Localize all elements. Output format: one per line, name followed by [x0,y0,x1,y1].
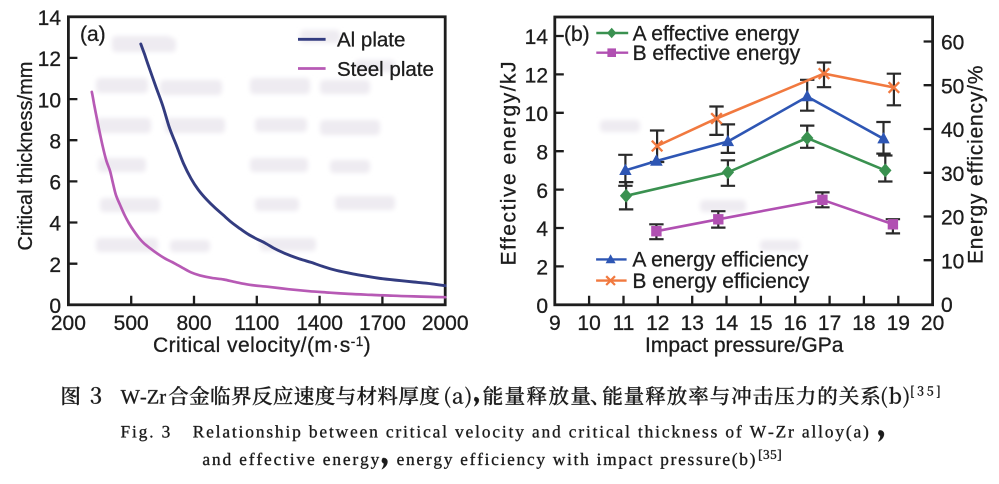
svg-text:6: 6 [536,180,548,203]
svg-text:2: 2 [49,254,61,277]
svg-text:10: 10 [525,103,548,126]
svg-text:14: 14 [525,26,549,49]
svg-text:9: 9 [549,312,561,335]
svg-text:12: 12 [646,312,669,335]
svg-text:30: 30 [941,163,964,186]
svg-text:Effective energy/kJ: Effective energy/kJ [498,60,521,266]
svg-text:2: 2 [536,257,548,280]
svg-text:0: 0 [941,294,953,317]
svg-text:B energy efficiency: B energy efficiency [632,270,810,293]
svg-text:40: 40 [941,119,964,142]
svg-text:1100: 1100 [234,312,279,335]
svg-text:14: 14 [38,7,62,30]
svg-text:0: 0 [49,295,61,318]
svg-text:60: 60 [941,32,964,55]
svg-text:8: 8 [536,141,548,164]
svg-text:0: 0 [536,295,548,318]
svg-text:12: 12 [38,48,61,71]
svg-text:1700: 1700 [359,312,406,335]
svg-text:2000: 2000 [422,312,469,335]
svg-text:Energy efficiency/%: Energy efficiency/% [965,65,988,264]
svg-text:11: 11 [613,312,635,335]
svg-text:12: 12 [525,65,548,88]
svg-text:18: 18 [852,312,875,335]
svg-text:A energy efficiency: A energy efficiency [632,249,808,272]
svg-text:Critical thickness/mm: Critical thickness/mm [15,62,37,251]
svg-text:6: 6 [49,172,61,195]
svg-text:200: 200 [51,312,86,335]
svg-text:(b): (b) [564,23,590,46]
svg-text:50: 50 [941,76,964,99]
svg-text:20: 20 [941,207,964,230]
svg-text:10: 10 [577,312,600,335]
svg-text:800: 800 [176,312,211,335]
svg-text:4: 4 [536,218,548,241]
svg-text:19: 19 [887,312,910,335]
svg-text:B effective energy: B effective energy [633,42,801,65]
svg-text:15: 15 [749,312,772,335]
svg-text:Critical velocity/(m·s-1): Critical velocity/(m·s-1) [153,334,371,357]
svg-text:500: 500 [114,312,149,335]
svg-text:14: 14 [715,312,739,335]
svg-text:Al plate: Al plate [337,29,405,52]
svg-text:(a): (a) [80,23,106,46]
svg-text:8: 8 [49,130,61,153]
svg-text:20: 20 [921,312,944,335]
svg-text:A effective energy: A effective energy [633,22,800,45]
svg-text:Impact pressure/GPa: Impact pressure/GPa [645,334,844,357]
svg-text:1400: 1400 [296,312,343,335]
svg-text:10: 10 [941,250,964,273]
svg-text:16: 16 [784,312,807,335]
svg-text:4: 4 [49,213,61,236]
svg-text:10: 10 [38,89,61,112]
svg-text:17: 17 [818,312,841,335]
svg-text:13: 13 [681,312,704,335]
svg-text:Steel plate: Steel plate [337,58,434,81]
